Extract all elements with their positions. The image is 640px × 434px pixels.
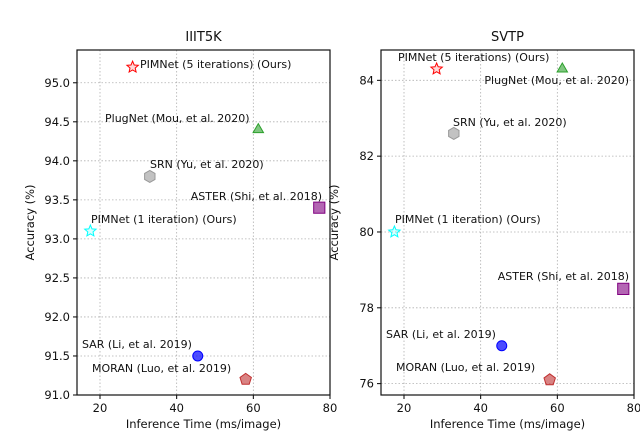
x-tick-label: 60	[246, 401, 261, 415]
y-tick-label: 84	[359, 73, 374, 87]
point-moran-marker	[239, 372, 252, 385]
y-tick-label: 94.5	[44, 115, 70, 129]
y-tick-label: 94.0	[44, 154, 70, 168]
x-tick-label: 80	[627, 401, 640, 415]
point-pimnet-marker	[83, 223, 98, 237]
chart-title: IIIT5K	[185, 30, 222, 45]
x-tick-label: 40	[473, 401, 488, 415]
point-pimnet-marker	[125, 59, 140, 74]
point-aster-marker	[617, 282, 630, 295]
point-aster-label: ASTER (Shi, et al. 2018)	[498, 270, 629, 283]
y-tick-label: 92.5	[44, 271, 70, 285]
point-plugnet-label: PlugNet (Mou, et al. 2020)	[105, 112, 250, 125]
point-plugnet-marker	[556, 62, 569, 73]
x-axis-label: Inference Time (ms/image)	[126, 417, 281, 431]
y-tick-label: 92.0	[44, 310, 70, 324]
y-tick-label: 91.0	[44, 388, 70, 402]
point-aster-marker	[313, 201, 326, 214]
y-tick-label: 93.0	[44, 232, 70, 246]
y-tick-label: 95.0	[44, 76, 70, 90]
y-axis-label: Accuracy (%)	[327, 184, 341, 260]
x-axis-label: Inference Time (ms/image)	[430, 417, 585, 431]
y-tick-label: 91.5	[44, 349, 70, 363]
point-sar-label: SAR (Li, et al. 2019)	[386, 328, 496, 341]
x-tick-label: 80	[323, 401, 338, 415]
point-pimnet-label: PIMNet (1 iteration) (Ours)	[91, 213, 237, 226]
point-pimnet-marker	[387, 224, 402, 238]
point-srn-label: SRN (Yu, et al. 2020)	[150, 158, 264, 171]
y-tick-label: 80	[359, 225, 374, 239]
point-srn-label: SRN (Yu, et al. 2020)	[453, 116, 567, 129]
point-pimnet-label: PIMNet (1 iteration) (Ours)	[395, 213, 541, 226]
y-axis-label: Accuracy (%)	[23, 184, 37, 260]
y-tick-label: 78	[359, 301, 374, 315]
y-tick-label: 82	[359, 149, 374, 163]
point-moran-label: MORAN (Luo, et al. 2019)	[92, 362, 231, 375]
y-tick-label: 93.5	[44, 193, 70, 207]
point-moran-label: MORAN (Luo, et al. 2019)	[396, 361, 535, 374]
x-tick-label: 60	[550, 401, 565, 415]
plot-frame	[76, 49, 331, 396]
y-tick-label: 76	[359, 377, 374, 391]
point-pimnet-label: PIMNet (5 iterations) (Ours)	[140, 58, 291, 71]
point-sar-label: SAR (Li, et al. 2019)	[82, 338, 192, 351]
point-moran-marker	[543, 373, 556, 386]
plot-frame	[380, 49, 635, 396]
point-srn-marker	[144, 169, 156, 183]
point-sar-marker	[496, 340, 508, 352]
chart-title: SVTP	[491, 30, 524, 45]
point-plugnet-label: PlugNet (Mou, et al. 2020)	[484, 74, 629, 87]
point-srn-marker	[448, 126, 460, 140]
point-aster-label: ASTER (Shi, et al. 2018)	[191, 190, 322, 203]
point-plugnet-marker	[252, 122, 265, 134]
x-tick-label: 20	[93, 401, 108, 415]
point-sar-marker	[192, 350, 204, 362]
chart-svtp: 20 40 60 80 76 78 80 82 84 SVTP Inference Time (ms…	[327, 30, 640, 431]
point-pimnet-marker	[429, 61, 444, 75]
x-tick-label: 40	[169, 401, 184, 415]
x-tick-label: 20	[397, 401, 412, 415]
chart-iiit5k: 20 40 60 80 91.0 91.5 92.0 92.5 93.0 93.5 94.0 94.5…	[23, 30, 337, 431]
point-pimnet-label: PIMNet (5 iterations) (Ours)	[398, 51, 549, 64]
